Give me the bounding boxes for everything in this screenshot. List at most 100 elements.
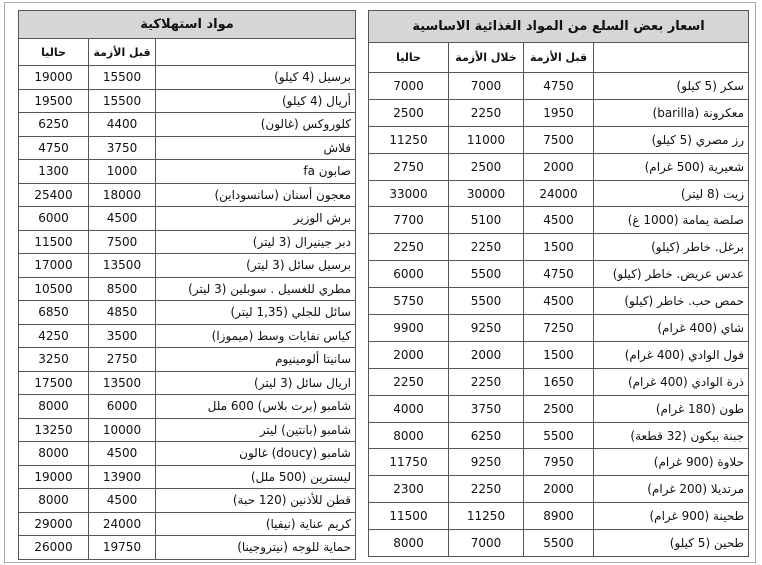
row: صلصة يمامة (1000 غ) 4500 5100 7700	[368, 206, 749, 235]
price: 3250	[18, 347, 89, 372]
item-name: سانيتا ألومينيوم	[155, 347, 356, 372]
price: 11000	[448, 125, 524, 154]
row: فول الوادي (400 غرام) 1500 2000 2000	[368, 340, 749, 369]
price: 19000	[18, 464, 89, 489]
price: 19500	[18, 88, 89, 113]
price: 1950	[523, 98, 594, 127]
item-name: مطري للغسيل . سوبلين (3 ليتر)	[155, 276, 356, 301]
frame	[4, 2, 756, 563]
column-header: حاليا	[368, 42, 449, 73]
row: شعيرية (500 غرام) 2000 2500 2750	[368, 152, 749, 181]
price: 7700	[368, 206, 449, 235]
price: 2500	[368, 98, 449, 127]
item-name: برسيل سائل (3 ليتر)	[155, 253, 356, 278]
row: رز مصري (5 كيلو) 7500 11000 11250	[368, 125, 749, 154]
price: 2300	[368, 475, 449, 504]
price: 7000	[448, 72, 524, 100]
item-name: قطن للأذنين (120 حبة)	[155, 488, 356, 513]
price: 4850	[88, 300, 156, 325]
price: 1000	[88, 159, 156, 184]
price: 6850	[18, 300, 89, 325]
price: 8000	[18, 441, 89, 466]
price: 10000	[88, 417, 156, 442]
price: 8000	[368, 421, 449, 450]
item-name: كريم عناية (نيفيا)	[155, 511, 356, 536]
price: 11500	[18, 229, 89, 254]
item-name: شامبو (doucy) غالون	[155, 441, 356, 466]
row: مرتديلا (200 غرام) 2000 2250 2300	[368, 475, 749, 504]
price: 2000	[523, 152, 594, 181]
item-name: شاي (400 غرام)	[593, 314, 749, 342]
row: مطري للغسيل . سوبلين (3 ليتر) 8500 10500	[18, 276, 356, 301]
price: 13250	[18, 417, 89, 442]
row: حمص حب. خاطر (كيلو) 4500 5500 5750	[368, 287, 749, 316]
row: فلاش 3750 4750	[18, 135, 356, 160]
price: 8000	[18, 394, 89, 419]
row: حماية للوجه (نيتروجينا) 19750 26000	[18, 535, 356, 560]
column-header: خلال الأزمة	[448, 42, 524, 73]
item-name: طحينة (900 غرام)	[593, 502, 749, 531]
price: 4500	[523, 287, 594, 316]
row: ليسترين (500 ملل) 13900 19000	[18, 464, 356, 489]
price: 25400	[18, 182, 89, 207]
item-name: جبنة بيكون (32 قطعة)	[593, 421, 749, 450]
row: معجون أسنان (سانسوداين) 18000 25400	[18, 182, 356, 207]
item-name: ليسترين (500 ملل)	[155, 464, 356, 489]
item-name: مرتديلا (200 غرام)	[593, 475, 749, 504]
item-name: اريال سائل (3 ليتر)	[155, 370, 356, 395]
price: 19750	[88, 535, 156, 560]
item-header	[155, 38, 356, 66]
price: 2500	[523, 394, 594, 423]
price: 11750	[368, 448, 449, 477]
item-name: شامبو (بانتين) ليتر	[155, 417, 356, 442]
row: شامبو (بانتين) ليتر 10000 13250	[18, 417, 356, 442]
item-name: ذرة الوادي (400 غرام)	[593, 367, 749, 396]
price: 7000	[368, 72, 449, 100]
row: كياس نفايات وسط (ميموزا) 3500 4250	[18, 323, 356, 348]
header-row: قبل الأزمة خلال الأزمة حاليا	[368, 42, 749, 73]
price: 18000	[88, 182, 156, 207]
price: 24000	[88, 511, 156, 536]
price: 4500	[88, 206, 156, 231]
price: 13900	[88, 464, 156, 489]
row: دبر جينيرال (3 ليتر) 7500 11500	[18, 229, 356, 254]
price: 6000	[88, 394, 156, 419]
price: 2000	[368, 340, 449, 369]
price: 9250	[448, 448, 524, 477]
row: شامبو (doucy) غالون 4500 8000	[18, 441, 356, 466]
row: اريال سائل (3 ليتر) 13500 17500	[18, 370, 356, 395]
item-name: سائل للجلي (1,35 ليتر)	[155, 300, 356, 325]
price: 5500	[448, 287, 524, 316]
item-name: معجون أسنان (سانسوداين)	[155, 182, 356, 207]
price: 13500	[88, 253, 156, 278]
item-name: أريال (4 كيلو)	[155, 88, 356, 113]
row: سانيتا ألومينيوم 2750 3250	[18, 347, 356, 372]
price: 8000	[368, 529, 449, 558]
price: 2750	[88, 347, 156, 372]
row: زيت (8 ليتر) 24000 30000 33000	[368, 179, 749, 208]
item-name: برسيل (4 كيلو)	[155, 65, 356, 90]
price: 1300	[18, 159, 89, 184]
price: 15500	[88, 65, 156, 90]
price: 26000	[18, 535, 89, 560]
row: قطن للأذنين (120 حبة) 4500 8000	[18, 488, 356, 513]
row: عدس عريض. خاطر (كيلو) 4750 5500 6000	[368, 260, 749, 289]
row: سائل للجلي (1,35 ليتر) 4850 6850	[18, 300, 356, 325]
row: برش الوزير 4500 6000	[18, 206, 356, 231]
item-name: دبر جينيرال (3 ليتر)	[155, 229, 356, 254]
item-name: صابون fa	[155, 159, 356, 184]
price: 11500	[368, 502, 449, 531]
price: 8900	[523, 502, 594, 531]
price: 11250	[368, 125, 449, 154]
row: جبنة بيكون (32 قطعة) 5500 6250 8000	[368, 421, 749, 450]
price: 2250	[448, 475, 524, 504]
price: 2000	[523, 475, 594, 504]
price: 2250	[448, 98, 524, 127]
item-name: طحين (5 كيلو)	[593, 529, 749, 558]
price: 5500	[523, 421, 594, 450]
price: 17500	[18, 370, 89, 395]
item-name: فلاش	[155, 135, 356, 160]
title-row: اسعار بعض السلع من المواد الغذائية الاسا…	[368, 10, 749, 43]
row: شامبو (برت بلاس) 600 ملل 6000 8000	[18, 394, 356, 419]
